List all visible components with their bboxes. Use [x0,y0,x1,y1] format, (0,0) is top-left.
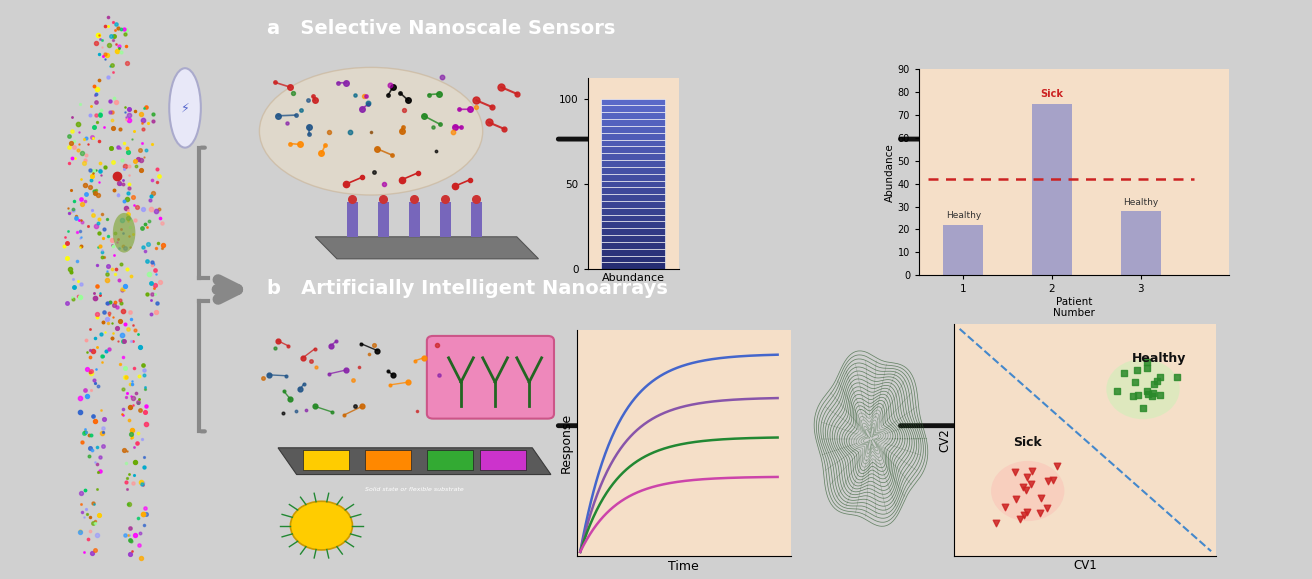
Point [1127,365,1148,375]
Polygon shape [315,237,538,259]
Text: b   Artificially Intelligent Nanoarrays: b Artificially Intelligent Nanoarrays [266,280,668,298]
Point [1141,392,1162,401]
Point [1106,386,1127,395]
Bar [426,450,474,470]
Bar [303,450,349,470]
Bar [601,98,665,105]
Bar [601,221,665,228]
Bar [601,194,665,201]
Bar [601,235,665,242]
Point [1030,509,1051,518]
Bar [601,167,665,174]
Bar [601,215,665,221]
Point [985,519,1006,528]
Bar [346,201,358,237]
Point [1149,391,1170,400]
Circle shape [290,501,353,550]
Point [1143,380,1164,389]
Point [1151,372,1172,382]
Bar [601,174,665,181]
X-axis label: CV1: CV1 [1073,559,1097,571]
Text: Healthy: Healthy [1123,197,1158,207]
Circle shape [169,68,201,148]
Point [1015,485,1036,494]
Point [1124,378,1145,387]
Ellipse shape [991,461,1064,521]
Point [1127,391,1148,400]
Text: Healthy: Healthy [1131,352,1186,365]
Text: Healthy: Healthy [946,211,981,220]
Point [1006,494,1027,503]
Bar [943,225,983,275]
Bar [601,105,665,112]
Point [1136,357,1157,367]
Ellipse shape [260,67,483,195]
Text: Sick: Sick [1040,89,1064,99]
Bar [601,153,665,160]
Bar [480,450,526,470]
Polygon shape [278,448,551,475]
Point [1017,507,1038,516]
Bar [1120,211,1161,275]
Point [1143,389,1164,398]
Bar [601,201,665,208]
Point [1021,480,1042,489]
Bar [601,249,665,255]
Point [1022,466,1043,475]
Point [1132,404,1153,413]
Bar [601,181,665,188]
Point [1009,515,1030,524]
Text: ⚡: ⚡ [181,101,189,115]
Point [1036,504,1057,513]
Ellipse shape [113,213,135,252]
Point [1136,363,1157,372]
Text: Solid state or flexible substrate: Solid state or flexible substrate [365,486,464,492]
Bar [601,146,665,153]
Point [1138,387,1158,396]
Text: Sick: Sick [1013,437,1042,449]
FancyBboxPatch shape [426,336,554,419]
Text: a   Selective Nanoscale Sensors: a Selective Nanoscale Sensors [266,19,615,38]
Bar [601,119,665,126]
Bar [601,188,665,194]
Point [1166,372,1187,382]
Point [1013,483,1034,492]
Bar [601,160,665,167]
Point [1017,472,1038,482]
Bar [601,133,665,140]
Point [1043,475,1064,484]
Bar [378,201,390,237]
Bar [440,201,451,237]
Bar [601,208,665,215]
Bar [601,262,665,269]
Bar [601,255,665,262]
Bar [409,201,420,237]
Bar [601,242,665,249]
Point [1005,467,1026,477]
X-axis label: Time: Time [669,560,699,573]
Point [1138,389,1158,398]
Bar [601,140,665,146]
Bar [601,112,665,119]
X-axis label: Patient
Number: Patient Number [1054,297,1096,318]
Y-axis label: Response: Response [560,413,573,473]
Point [1038,476,1059,485]
Point [994,503,1015,512]
Bar [471,201,482,237]
Bar [1033,104,1072,275]
X-axis label: Abundance: Abundance [602,273,665,283]
Point [1122,391,1143,400]
Bar [601,228,665,235]
Y-axis label: Abundance: Abundance [884,143,895,201]
Point [1047,461,1068,470]
Point [1013,510,1034,519]
Point [1031,494,1052,503]
Point [1114,368,1135,378]
Y-axis label: CV2: CV2 [938,428,951,452]
Ellipse shape [1106,359,1179,419]
Bar [601,126,665,133]
Bar [365,450,412,470]
Point [1147,376,1168,386]
